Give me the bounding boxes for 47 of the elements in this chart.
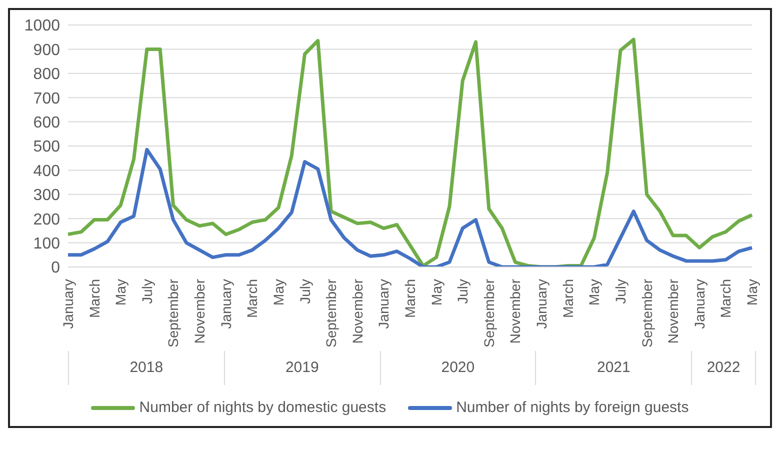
x-tick-label: May	[270, 279, 286, 306]
x-tick-label: November	[192, 278, 208, 344]
y-tick-label: 1000	[24, 18, 60, 35]
x-tick-label: March	[718, 279, 734, 318]
x-tick-label: March	[402, 279, 418, 318]
x-tick-label: July	[612, 279, 628, 304]
y-tick-label: 800	[33, 66, 60, 84]
x-tick-label: May	[112, 279, 129, 306]
y-tick-label: 500	[33, 138, 60, 156]
x-tick-label: November	[349, 278, 366, 344]
x-tick-label: January	[691, 279, 708, 329]
x-tick-label: May	[744, 279, 760, 306]
legend-label: Number of nights by domestic guests	[139, 399, 386, 416]
line-series	[66, 38, 754, 267]
text: 2019	[224, 351, 380, 385]
x-tick-label: November	[665, 278, 682, 344]
x-tick-label: September	[480, 278, 497, 348]
y-tick-label: 0	[51, 260, 60, 277]
y-tick-label: 400	[33, 162, 60, 180]
x-tick-label: July	[454, 279, 471, 304]
x-tick-label: July	[296, 279, 313, 304]
x-tick-label: May	[586, 279, 602, 306]
legend-label: Number of nights by foreign guests	[456, 399, 689, 416]
text: 2021	[535, 351, 692, 385]
x-tick-label: January	[218, 279, 234, 329]
x-tick-label: November	[507, 278, 524, 344]
x-tick-label: September	[638, 278, 655, 348]
x-tick-label: March	[244, 279, 260, 318]
x-tick-label: March	[86, 279, 102, 318]
x-tick-label: March	[560, 279, 576, 318]
x-tick-label: July	[138, 279, 155, 304]
x-tick-label: May	[428, 279, 444, 306]
text: 2022	[691, 351, 756, 385]
x-tick-label: January	[534, 279, 550, 329]
x-tick-label: September	[323, 278, 340, 348]
x-tick-label: January	[60, 279, 76, 329]
x-tick-label: September	[165, 278, 182, 348]
y-tick-label: 700	[33, 90, 60, 108]
y-tick-label: 100	[33, 235, 60, 252]
y-tick-label: 600	[33, 114, 60, 132]
text: 2020	[380, 351, 536, 385]
y-tick-label: 200	[33, 211, 60, 228]
y-tick-label: 900	[33, 42, 60, 59]
line-series	[66, 148, 754, 267]
x-tick-label: January	[376, 279, 392, 329]
text: 2018	[68, 351, 224, 385]
y-tick-label: 300	[33, 187, 60, 204]
